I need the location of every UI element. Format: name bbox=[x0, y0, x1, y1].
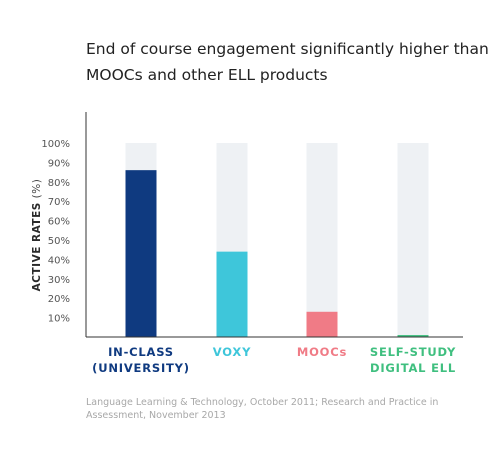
bar bbox=[125, 170, 157, 337]
bar bbox=[216, 251, 248, 337]
y-tick-label: 90% bbox=[48, 158, 70, 169]
bar-background bbox=[397, 143, 429, 337]
y-tick-label: 10% bbox=[48, 314, 70, 325]
y-tick-label: 20% bbox=[48, 294, 70, 305]
bar bbox=[306, 311, 338, 337]
chart-title: End of course engagement significantly h… bbox=[86, 36, 489, 88]
chart-title-line-1: End of course engagement significantly h… bbox=[86, 40, 489, 58]
bar bbox=[397, 335, 429, 337]
y-tick-label: 50% bbox=[48, 236, 70, 247]
bar-background bbox=[306, 143, 338, 337]
category-label: IN-CLASS (UNIVERSITY) bbox=[92, 345, 190, 375]
chart-title-line-2: MOOCs and other ELL products bbox=[86, 66, 328, 84]
source-note: Language Learning & Technology, October … bbox=[86, 397, 439, 421]
y-tick-label: 40% bbox=[48, 255, 70, 266]
category-label: SELF-STUDY DIGITAL ELL bbox=[369, 345, 457, 375]
category-label: VOXY bbox=[212, 345, 252, 359]
y-tick-label: 60% bbox=[48, 217, 70, 228]
y-tick-label: 70% bbox=[48, 197, 70, 208]
y-axis-label-text: ACTIVE RATES bbox=[31, 202, 43, 292]
y-tick-label: 80% bbox=[48, 178, 70, 189]
y-axis-label: ACTIVE RATES (%) bbox=[22, 155, 52, 315]
y-axis-label-unit: (%) bbox=[31, 178, 43, 199]
category-label: MOOCs bbox=[296, 345, 348, 359]
y-tick-label: 100% bbox=[41, 139, 70, 150]
y-tick-label: 30% bbox=[48, 275, 70, 286]
